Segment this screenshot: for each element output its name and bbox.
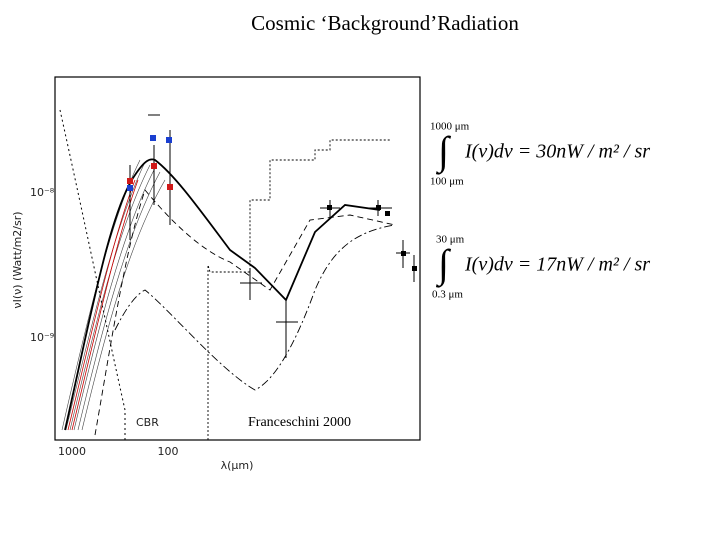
upper-limit: 1000 μm xyxy=(430,121,470,133)
equations: 1000 μm ∫ 100 μm I(ν)dν = 30nW / m² / sr… xyxy=(430,121,650,301)
annotation: CBR xyxy=(136,416,159,429)
red-band xyxy=(67,179,139,431)
y-tick-label: 10⁻⁸ xyxy=(30,186,55,199)
red-point xyxy=(151,163,157,169)
dotted-line xyxy=(59,109,126,440)
blue-point xyxy=(150,135,156,141)
black-point xyxy=(412,266,417,271)
error-bars xyxy=(129,114,415,358)
black-point xyxy=(376,205,381,210)
black-point xyxy=(385,211,390,216)
red-point xyxy=(167,184,173,190)
dashed-curve xyxy=(94,189,396,436)
x-tick-label: 100 xyxy=(158,445,179,458)
x-tick-label: 1000 xyxy=(58,445,86,458)
black-point xyxy=(401,251,406,256)
lower-curve xyxy=(114,224,396,391)
blue-point xyxy=(166,137,172,143)
blue-point xyxy=(127,185,133,191)
equation: I(ν)dν = 17nW / m² / sr xyxy=(464,254,650,276)
lower-limit: 100 μm xyxy=(430,176,464,188)
black-point xyxy=(327,205,332,210)
lower-limit: 0.3 μm xyxy=(432,289,463,301)
credit: Franceschini 2000 xyxy=(248,415,351,430)
integral-sign: ∫ xyxy=(435,128,452,175)
red-point xyxy=(127,178,133,184)
figure xyxy=(54,76,421,441)
step-line xyxy=(207,139,390,440)
y-tick-label: 10⁻⁹ xyxy=(30,331,54,344)
model-curve xyxy=(64,158,381,431)
y-axis-label: νI(ν) (Watt/m2/sr) xyxy=(11,211,24,308)
upper-limit: 30 μm xyxy=(436,234,465,246)
data-points xyxy=(127,135,417,271)
x-axis-label: λ(μm) xyxy=(221,459,254,472)
figure-labels: 10⁻⁸ 10⁻⁹ 1000 100 λ(μm) νI(ν) (Watt/m2/… xyxy=(11,186,253,472)
plot-frame xyxy=(54,76,421,441)
integral-sign: ∫ xyxy=(435,241,452,288)
equation: I(ν)dν = 30nW / m² / sr xyxy=(464,141,650,163)
slide-title: Cosmic ‘Background’Radiation xyxy=(251,11,519,35)
